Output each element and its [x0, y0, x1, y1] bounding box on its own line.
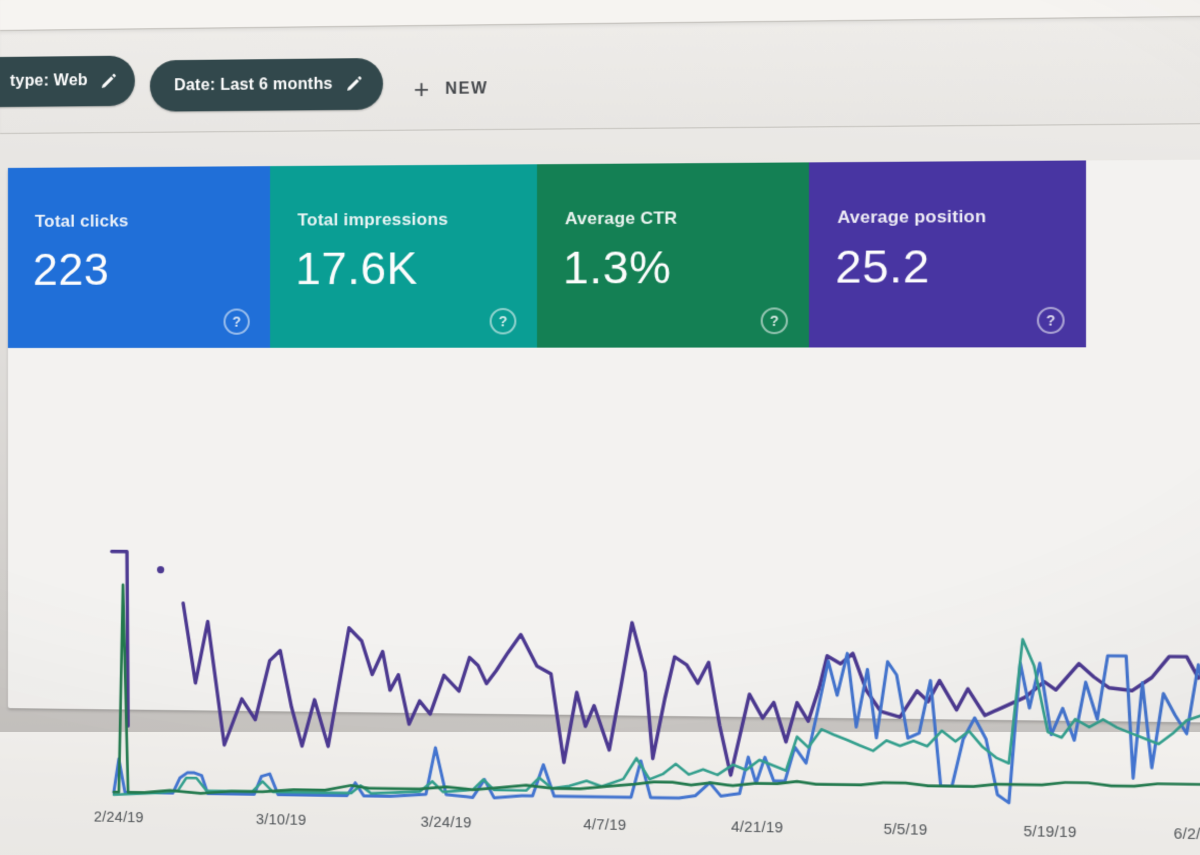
metric-card-total-clicks[interactable]: Total clicks 223 ? — [8, 166, 270, 348]
performance-chart — [8, 528, 1200, 850]
x-axis-label: 6/2/19 — [1174, 826, 1200, 843]
plus-icon: + — [414, 76, 431, 103]
x-axis-label: 5/19/19 — [1023, 824, 1076, 841]
metric-value: 1.3% — [563, 241, 672, 294]
help-icon[interactable]: ? — [761, 307, 788, 334]
edit-pencil-icon[interactable] — [100, 72, 117, 89]
filter-chip-search-type[interactable]: type: Web — [0, 56, 135, 108]
x-axis-label: 5/5/19 — [884, 822, 928, 839]
filter-chip-date[interactable]: Date: Last 6 months — [150, 58, 383, 112]
performance-chart-svg — [8, 528, 1200, 850]
new-button-label: NEW — [445, 80, 488, 99]
metric-cards: Total clicks 223 ? Total impressions 17.… — [8, 160, 1086, 348]
metric-label: Total clicks — [35, 211, 129, 232]
x-axis-label: 3/24/19 — [421, 815, 472, 832]
metric-card-total-impressions[interactable]: Total impressions 17.6K ? — [270, 164, 537, 348]
metric-value: 17.6K — [295, 242, 417, 295]
edit-pencil-icon[interactable] — [345, 75, 362, 92]
metric-label: Average position — [837, 207, 986, 228]
metric-label: Total impressions — [297, 210, 448, 231]
filter-toolbar: type: Web Date: Last 6 months + NEW La — [0, 14, 1200, 134]
chip-label: Date: Last 6 months — [174, 75, 333, 95]
performance-panel: Total clicks 223 ? Total impressions 17.… — [8, 159, 1200, 724]
series-point-impressions — [157, 566, 164, 573]
metric-label: Average CTR — [565, 208, 677, 229]
x-axis-label: 3/10/19 — [256, 812, 306, 829]
help-icon[interactable]: ? — [490, 308, 517, 334]
chip-label: type: Web — [10, 72, 88, 91]
x-axis-label: 4/7/19 — [583, 817, 626, 834]
metric-value: 25.2 — [835, 240, 930, 294]
metric-card-average-position[interactable]: Average position 25.2 ? — [809, 160, 1086, 347]
new-filter-button[interactable]: + NEW — [408, 69, 495, 110]
x-axis-label: 2/24/19 — [94, 809, 144, 826]
help-icon[interactable]: ? — [1037, 307, 1065, 334]
help-icon[interactable]: ? — [224, 309, 250, 335]
screen: type: Web Date: Last 6 months + NEW La T… — [0, 0, 1200, 766]
metric-value: 223 — [33, 244, 110, 296]
series-line-impressions — [183, 603, 1200, 783]
x-axis-label: 4/21/19 — [731, 819, 783, 836]
metric-card-average-ctr[interactable]: Average CTR 1.3% ? — [537, 162, 809, 347]
